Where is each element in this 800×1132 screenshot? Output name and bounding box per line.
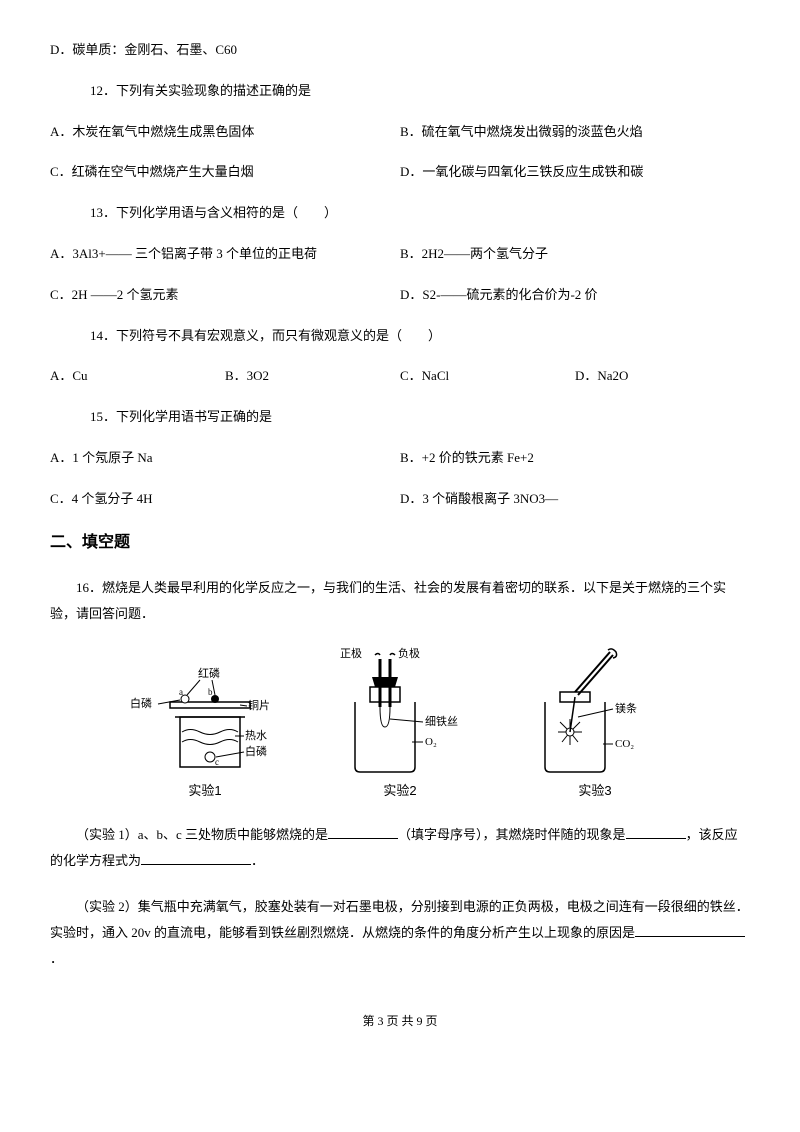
q12-options-row2: C．红磷在空气中燃烧产生大量白烟 D．一氧化碳与四氧化三铁反应生成铁和碳 — [50, 162, 750, 183]
q16-exp2-text: （实验 2）集气瓶中充满氧气，胶塞处装有一对石墨电极，分别接到电源的正负两极，电… — [50, 894, 750, 972]
experiment-1-label: 实验1 — [188, 781, 221, 802]
q13-stem: 13．下列化学用语与含义相符的是（ ） — [90, 203, 750, 224]
q12-option-c: C．红磷在空气中燃烧产生大量白烟 — [50, 162, 400, 183]
q14-option-b: B．3O2 — [225, 366, 400, 387]
q16-exp1-end: ． — [251, 853, 264, 868]
q12-stem: 12．下列有关实验现象的描述正确的是 — [90, 81, 750, 102]
q14-options: A．Cu B．3O2 C．NaCl D．Na2O — [50, 366, 750, 387]
svg-text:镁条: 镁条 — [615, 701, 637, 715]
q15-options-row2: C．4 个氢分子 4H D．3 个硝酸根离子 3NO3— — [50, 489, 750, 510]
svg-text:铜片: 铜片 — [248, 698, 270, 712]
q13-options-row1: A．3Al3+—— 三个铝离子带 3 个单位的正电荷 B．2H2——两个氢气分子 — [50, 244, 750, 265]
svg-text:白磷: 白磷 — [245, 744, 267, 758]
svg-text:红磷: 红磷 — [198, 667, 220, 680]
q16-exp1-pre: （实验 1）a、b、c 三处物质中能够燃烧的是 — [76, 827, 328, 842]
q16-exp1-mid1: （填字母序号），其燃烧时伴随的现象是 — [398, 827, 626, 842]
q12-options-row1: A．木炭在氧气中燃烧生成黑色固体 B．硫在氧气中燃烧发出微弱的淡蓝色火焰 — [50, 122, 750, 143]
svg-text:c: c — [215, 757, 219, 767]
q15-option-b: B．+2 价的铁元素 Fe+2 — [400, 448, 750, 469]
q15-stem: 15．下列化学用语书写正确的是 — [90, 407, 750, 428]
page-footer: 第 3 页 共 9 页 — [50, 1012, 750, 1031]
q13-option-c: C．2H ——2 个氢元素 — [50, 285, 400, 306]
svg-text:a: a — [179, 687, 183, 697]
blank-exp1-2 — [626, 823, 686, 839]
experiment-3-diagram: 镁条 CO₂ 实验3 — [520, 647, 670, 802]
experiment-2-diagram: 正极 负极 细铁丝 O₂ 实验2 — [320, 647, 480, 802]
experiment-diagrams: c a b 红磷 白磷 铜片 热水 白磷 实验1 — [50, 647, 750, 802]
q16-stem: 16．燃烧是人类最早利用的化学反应之一，与我们的生活、社会的发展有着密切的联系．… — [50, 575, 750, 627]
q15-option-d: D．3 个硝酸根离子 3NO3— — [400, 489, 750, 510]
blank-exp2-1 — [635, 921, 745, 937]
q14-option-c: C．NaCl — [400, 366, 575, 387]
svg-text:b: b — [208, 687, 213, 697]
svg-text:CO₂: CO₂ — [615, 738, 634, 750]
blank-exp1-3 — [141, 849, 251, 865]
svg-text:负极: 负极 — [398, 647, 420, 660]
svg-text:细铁丝: 细铁丝 — [425, 715, 458, 728]
q12-option-b: B．硫在氧气中燃烧发出微弱的淡蓝色火焰 — [400, 122, 750, 143]
q16-exp2-end: ． — [50, 951, 63, 966]
svg-text:O₂: O₂ — [425, 736, 437, 748]
q14-option-a: A．Cu — [50, 366, 225, 387]
q15-options-row1: A．1 个氖原子 Na B．+2 价的铁元素 Fe+2 — [50, 448, 750, 469]
experiment-1-diagram: c a b 红磷 白磷 铜片 热水 白磷 实验1 — [130, 647, 280, 802]
q16-exp1-text: （实验 1）a、b、c 三处物质中能够燃烧的是 （填字母序号），其燃烧时伴随的现象… — [50, 822, 750, 874]
q14-stem: 14．下列符号不具有宏观意义，而只有微观意义的是（ ） — [90, 326, 750, 347]
experiment-2-label: 实验2 — [383, 781, 416, 802]
blank-exp1-1 — [328, 823, 398, 839]
svg-text:正极: 正极 — [340, 647, 362, 660]
q14-option-d: D．Na2O — [575, 366, 750, 387]
svg-text:白磷: 白磷 — [130, 696, 152, 710]
section-2-title: 二、填空题 — [50, 530, 750, 556]
q12-option-d: D．一氧化碳与四氧化三铁反应生成铁和碳 — [400, 162, 750, 183]
q13-option-a: A．3Al3+—— 三个铝离子带 3 个单位的正电荷 — [50, 244, 400, 265]
q13-option-d: D．S2-——硫元素的化合价为-2 价 — [400, 285, 750, 306]
q15-option-a: A．1 个氖原子 Na — [50, 448, 400, 469]
q15-option-c: C．4 个氢分子 4H — [50, 489, 400, 510]
q12-option-a: A．木炭在氧气中燃烧生成黑色固体 — [50, 122, 400, 143]
q13-option-b: B．2H2——两个氢气分子 — [400, 244, 750, 265]
svg-text:热水: 热水 — [245, 729, 267, 742]
q13-options-row2: C．2H ——2 个氢元素 D．S2-——硫元素的化合价为-2 价 — [50, 285, 750, 306]
q11-option-d: D．碳单质：金刚石、石墨、C60 — [50, 40, 750, 61]
experiment-3-label: 实验3 — [578, 781, 611, 802]
